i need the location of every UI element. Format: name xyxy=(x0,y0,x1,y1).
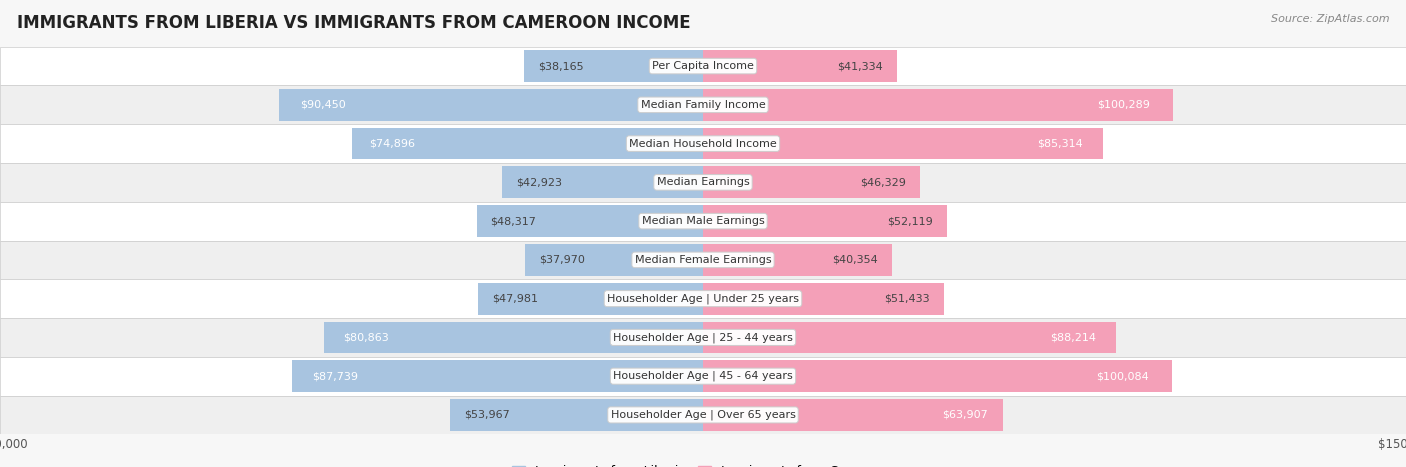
Text: Householder Age | 45 - 64 years: Householder Age | 45 - 64 years xyxy=(613,371,793,382)
Text: $41,334: $41,334 xyxy=(837,61,883,71)
Bar xyxy=(323,321,703,354)
Text: $46,329: $46,329 xyxy=(860,177,905,187)
Bar xyxy=(703,89,1173,121)
Bar xyxy=(352,127,703,160)
Bar xyxy=(450,399,703,431)
Text: Per Capita Income: Per Capita Income xyxy=(652,61,754,71)
Bar xyxy=(0,279,1406,318)
Bar xyxy=(292,360,703,392)
Bar xyxy=(280,89,703,121)
Text: Householder Age | Over 65 years: Householder Age | Over 65 years xyxy=(610,410,796,420)
Bar xyxy=(0,202,1406,241)
Bar xyxy=(0,163,1406,202)
Bar xyxy=(524,50,703,82)
Text: Median Family Income: Median Family Income xyxy=(641,100,765,110)
Text: $40,354: $40,354 xyxy=(832,255,879,265)
Bar xyxy=(703,166,920,198)
Text: $42,923: $42,923 xyxy=(516,177,562,187)
Text: $88,214: $88,214 xyxy=(1050,333,1095,342)
Bar xyxy=(703,244,893,276)
Bar xyxy=(0,318,1406,357)
Text: $53,967: $53,967 xyxy=(464,410,510,420)
Bar xyxy=(703,360,1173,392)
Text: Householder Age | 25 - 44 years: Householder Age | 25 - 44 years xyxy=(613,332,793,343)
Text: IMMIGRANTS FROM LIBERIA VS IMMIGRANTS FROM CAMEROON INCOME: IMMIGRANTS FROM LIBERIA VS IMMIGRANTS FR… xyxy=(17,14,690,32)
Bar xyxy=(0,396,1406,434)
Text: $80,863: $80,863 xyxy=(343,333,388,342)
Bar xyxy=(0,85,1406,124)
Bar xyxy=(0,47,1406,85)
Text: $87,739: $87,739 xyxy=(312,371,359,381)
Text: $51,433: $51,433 xyxy=(884,294,929,304)
Text: $38,165: $38,165 xyxy=(538,61,583,71)
Bar xyxy=(703,50,897,82)
Text: $85,314: $85,314 xyxy=(1038,139,1083,149)
Text: $90,450: $90,450 xyxy=(301,100,346,110)
Bar xyxy=(477,205,703,237)
Bar xyxy=(478,283,703,315)
Bar xyxy=(703,127,1102,160)
Bar xyxy=(524,244,703,276)
Legend: Immigrants from Liberia, Immigrants from Cameroon: Immigrants from Liberia, Immigrants from… xyxy=(512,466,894,467)
Text: $74,896: $74,896 xyxy=(370,139,416,149)
Bar xyxy=(703,283,943,315)
Text: $37,970: $37,970 xyxy=(538,255,585,265)
Bar xyxy=(0,241,1406,279)
Text: $47,981: $47,981 xyxy=(492,294,538,304)
Text: Median Female Earnings: Median Female Earnings xyxy=(634,255,772,265)
Bar xyxy=(502,166,703,198)
Bar xyxy=(703,399,1002,431)
Text: $100,084: $100,084 xyxy=(1095,371,1149,381)
Bar xyxy=(0,124,1406,163)
Text: Householder Age | Under 25 years: Householder Age | Under 25 years xyxy=(607,293,799,304)
Text: $48,317: $48,317 xyxy=(491,216,537,226)
Bar xyxy=(703,321,1116,354)
Text: $63,907: $63,907 xyxy=(942,410,987,420)
Text: Median Household Income: Median Household Income xyxy=(628,139,778,149)
Bar xyxy=(703,205,948,237)
Bar xyxy=(0,357,1406,396)
Text: Source: ZipAtlas.com: Source: ZipAtlas.com xyxy=(1271,14,1389,24)
Text: $100,289: $100,289 xyxy=(1097,100,1150,110)
Text: Median Earnings: Median Earnings xyxy=(657,177,749,187)
Text: $52,119: $52,119 xyxy=(887,216,934,226)
Text: Median Male Earnings: Median Male Earnings xyxy=(641,216,765,226)
